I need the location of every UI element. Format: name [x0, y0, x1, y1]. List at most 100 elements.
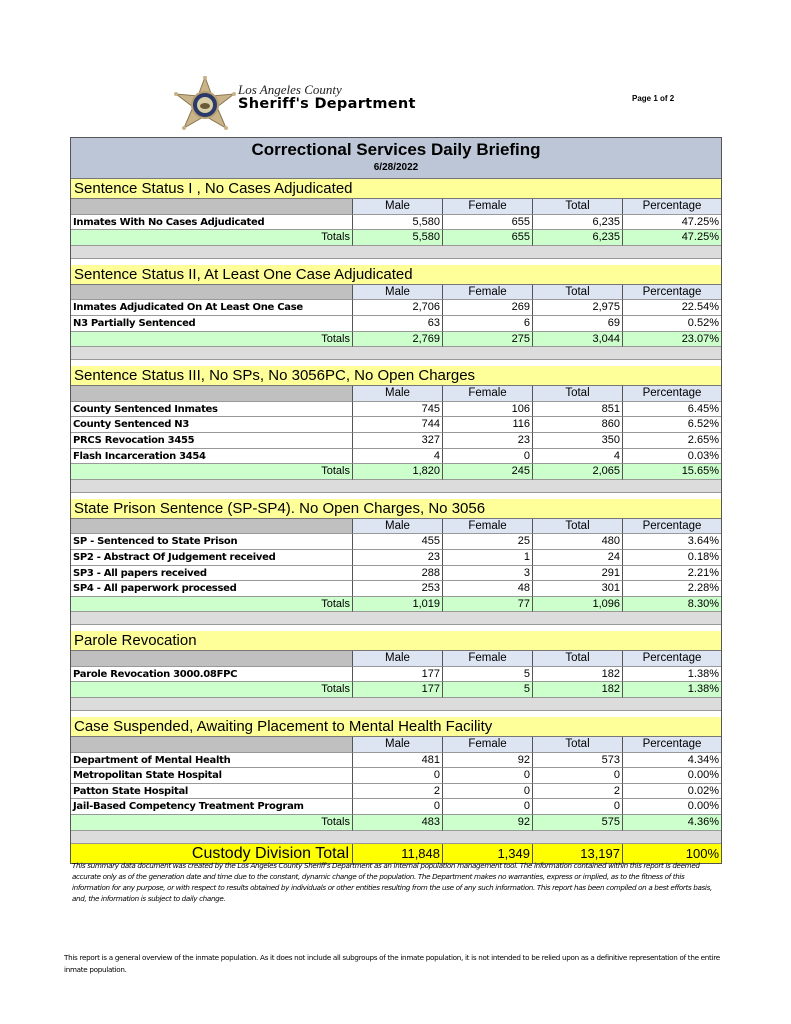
total-cell: 3,044: [533, 331, 623, 348]
section-header: Sentence Status III, No SPs, No 3056PC, …: [71, 366, 721, 387]
row-label: SP2 - Abstract Of Judgement received: [71, 549, 353, 566]
table-row: Inmates Adjudicated On At Least One Case…: [71, 300, 721, 316]
column-header-blank: [71, 518, 353, 535]
section-spacer: [71, 347, 721, 361]
female-cell: 92: [443, 752, 533, 769]
male-cell: 63: [353, 315, 443, 332]
overview-note: This report is a general overview of the…: [64, 953, 720, 974]
percentage-cell: 8.30%: [623, 596, 721, 613]
male-cell: 0: [353, 768, 443, 784]
row-label: Totals: [71, 815, 353, 831]
title-band: Correctional Services Daily Briefing 6/2…: [71, 138, 721, 179]
report-title: Correctional Services Daily Briefing: [251, 140, 541, 159]
male-cell: 327: [353, 432, 443, 449]
table-row: Jail-Based Competency Treatment Program 0…: [71, 799, 721, 816]
percentage-cell: 6.52%: [623, 417, 721, 433]
table-row: SP3 - All papers received 288 3 291 2.21%: [71, 565, 721, 582]
male-cell: 745: [353, 401, 443, 418]
row-label: Inmates With No Cases Adjudicated: [71, 214, 353, 231]
male-cell: 1,820: [353, 464, 443, 480]
female-cell: 92: [443, 815, 533, 831]
percentage-cell: 0.18%: [623, 549, 721, 566]
male-cell: 1,019: [353, 596, 443, 613]
column-header-male: Male: [353, 199, 443, 215]
female-cell: 1,349: [443, 843, 533, 864]
org-name-line2: Sheriff's Department: [238, 96, 416, 112]
report-date: 6/28/2022: [373, 162, 419, 173]
total-cell: 4: [533, 448, 623, 465]
table-row: County Sentenced N3 744 116 860 6.52%: [71, 417, 721, 433]
table-row: Patton State Hospital 2 0 2 0.02%: [71, 783, 721, 800]
column-header-percentage: Percentage: [623, 284, 721, 301]
custody-division-total-row: Custody Division Total 11,848 1,349 13,197 1…: [71, 843, 721, 864]
section-header: Sentence Status II, At Least One Case Ad…: [71, 264, 721, 285]
percentage-cell: 4.34%: [623, 752, 721, 769]
page-number: Page 1 of 2: [632, 94, 675, 103]
table-row: N3 Partially Sentenced 63 6 69 0.52%: [71, 315, 721, 332]
column-header-row: Male Female Total Percentage: [71, 284, 721, 301]
column-header-blank: [71, 199, 353, 215]
male-cell: 253: [353, 581, 443, 597]
totals-row: Totals 483 92 575 4.36%: [71, 815, 721, 831]
column-header-female: Female: [443, 737, 533, 753]
total-cell: 1,096: [533, 596, 623, 613]
percentage-cell: 0.03%: [623, 448, 721, 465]
total-cell: 2,065: [533, 464, 623, 480]
male-cell: 5,580: [353, 230, 443, 246]
column-header-row: Male Female Total Percentage: [71, 737, 721, 753]
section-spacer: [71, 612, 721, 626]
female-cell: 6: [443, 315, 533, 332]
total-cell: 69: [533, 315, 623, 332]
female-cell: 0: [443, 448, 533, 465]
male-cell: 483: [353, 815, 443, 831]
column-header-total: Total: [533, 284, 623, 301]
total-cell: 575: [533, 815, 623, 831]
section-spacer: [71, 245, 721, 259]
total-cell: 480: [533, 534, 623, 550]
totals-row: Totals 1,019 77 1,096 8.30%: [71, 596, 721, 613]
male-cell: 481: [353, 752, 443, 769]
section-header: Parole Revocation: [71, 631, 721, 652]
total-cell: 182: [533, 666, 623, 683]
total-cell: 6,235: [533, 230, 623, 246]
male-cell: 4: [353, 448, 443, 465]
male-cell: 2,706: [353, 300, 443, 316]
male-cell: 177: [353, 682, 443, 699]
row-label: Patton State Hospital: [71, 783, 353, 800]
column-header-blank: [71, 284, 353, 301]
column-header-row: Male Female Total Percentage: [71, 518, 721, 535]
disclaimer: This summary data document was created b…: [72, 861, 712, 903]
total-cell: 182: [533, 682, 623, 699]
total-cell: 24: [533, 549, 623, 566]
row-label: SP4 - All paperwork processed: [71, 581, 353, 597]
female-cell: 5: [443, 682, 533, 699]
section-spacer-white: [71, 258, 721, 265]
female-cell: 77: [443, 596, 533, 613]
column-header-male: Male: [353, 386, 443, 402]
male-cell: 2,769: [353, 331, 443, 348]
total-cell: 301: [533, 581, 623, 597]
total-cell: 573: [533, 752, 623, 769]
row-label: SP3 - All papers received: [71, 565, 353, 582]
totals-row: Totals 5,580 655 6,235 47.25%: [71, 230, 721, 246]
total-cell: 2: [533, 783, 623, 800]
section-spacer: [71, 479, 721, 493]
percentage-cell: 100%: [623, 844, 721, 864]
percentage-cell: 1.38%: [623, 666, 721, 683]
row-label: Department of Mental Health: [71, 752, 353, 769]
total-cell: 2,975: [533, 300, 623, 316]
male-cell: 455: [353, 534, 443, 550]
row-label: PRCS Revocation 3455: [71, 432, 353, 449]
section-spacer-white: [71, 360, 721, 367]
row-label: Metropolitan State Hospital: [71, 768, 353, 784]
table-row: SP4 - All paperwork processed 253 48 301 2.2…: [71, 581, 721, 597]
column-header-percentage: Percentage: [623, 518, 721, 535]
female-cell: 269: [443, 300, 533, 316]
percentage-cell: 23.07%: [623, 331, 721, 348]
percentage-cell: 1.38%: [623, 682, 721, 699]
column-header-male: Male: [353, 518, 443, 535]
row-label: Flash Incarceration 3454: [71, 448, 353, 465]
sheriff-star-badge-icon: [174, 76, 236, 130]
male-cell: 23: [353, 549, 443, 566]
total-cell: 291: [533, 565, 623, 582]
